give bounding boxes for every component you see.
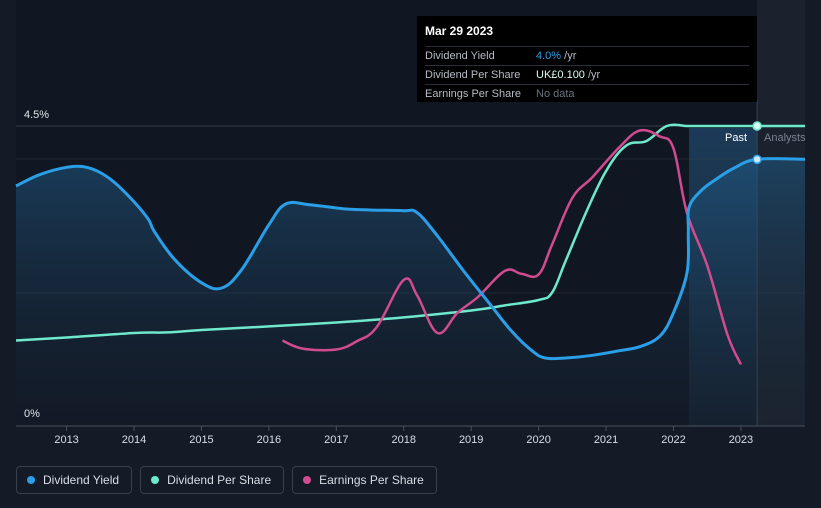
x-tick-label: 2013 bbox=[54, 434, 78, 446]
x-tick-label: 2016 bbox=[257, 434, 281, 446]
tooltip-value: No data bbox=[536, 88, 575, 100]
tooltip-value: 4.0% bbox=[536, 50, 562, 62]
tooltip-unit: /yr bbox=[561, 50, 577, 62]
legend-dot-icon bbox=[303, 476, 312, 484]
legend-label: Dividend Per Share bbox=[167, 473, 272, 487]
x-tick-label: 2019 bbox=[459, 434, 483, 446]
legend-item-dividend-per-share[interactable]: Dividend Per Share bbox=[140, 466, 285, 494]
x-tick-label: 2020 bbox=[526, 434, 550, 446]
y-tick-label-min: 0% bbox=[24, 408, 40, 420]
legend-label: Earnings Per Share bbox=[319, 473, 424, 487]
legend-item-dividend-yield[interactable]: Dividend Yield bbox=[16, 466, 133, 494]
dividend-yield-line bbox=[15, 157, 806, 361]
tooltip-label: Dividend Yield bbox=[425, 50, 495, 62]
tooltip-value: UK£0.100 bbox=[536, 69, 585, 81]
past-label: Past bbox=[725, 132, 748, 144]
tooltip: Mar 29 2023 Dividend Yield 4.0% /yr Divi… bbox=[417, 16, 757, 102]
legend-dot-icon bbox=[27, 476, 35, 484]
tooltip-row-dividend-yield: Dividend Yield 4.0% /yr bbox=[425, 46, 749, 65]
x-tick-label: 2014 bbox=[122, 434, 146, 446]
analysts-label: Analysts bbox=[764, 132, 806, 144]
tooltip-date: Mar 29 2023 bbox=[425, 24, 494, 38]
x-tick-label: 2023 bbox=[729, 434, 753, 446]
y-tick-label-max: 4.5% bbox=[24, 109, 50, 121]
x-tick-label: 2022 bbox=[661, 434, 685, 446]
legend-label: Dividend Yield bbox=[43, 473, 120, 487]
tooltip-unit: /yr bbox=[584, 69, 601, 81]
tooltip-row-earnings-per-share: Earnings Per Share No data bbox=[425, 84, 749, 103]
dividend-per-share-line bbox=[15, 123, 805, 342]
tooltip-label: Dividend Per Share bbox=[425, 69, 521, 81]
legend-item-earnings-per-share[interactable]: Earnings Per Share bbox=[292, 466, 437, 494]
tooltip-label: Earnings Per Share bbox=[425, 88, 521, 100]
earnings-per-share-line bbox=[281, 128, 743, 366]
x-tick-label: 2015 bbox=[189, 434, 213, 446]
x-tick-label: 2021 bbox=[594, 434, 618, 446]
legend: Dividend Yield Dividend Per Share Earnin… bbox=[16, 466, 437, 494]
dividend-per-share-marker bbox=[752, 121, 762, 131]
dividend-yield-area bbox=[16, 158, 805, 426]
tooltip-row-dividend-per-share: Dividend Per Share UK£0.100 /yr bbox=[425, 65, 749, 84]
dividend-yield-marker bbox=[752, 154, 762, 165]
x-tick-label: 2018 bbox=[392, 434, 416, 446]
x-tick-label: 2017 bbox=[324, 434, 348, 446]
legend-dot-icon bbox=[151, 476, 160, 484]
